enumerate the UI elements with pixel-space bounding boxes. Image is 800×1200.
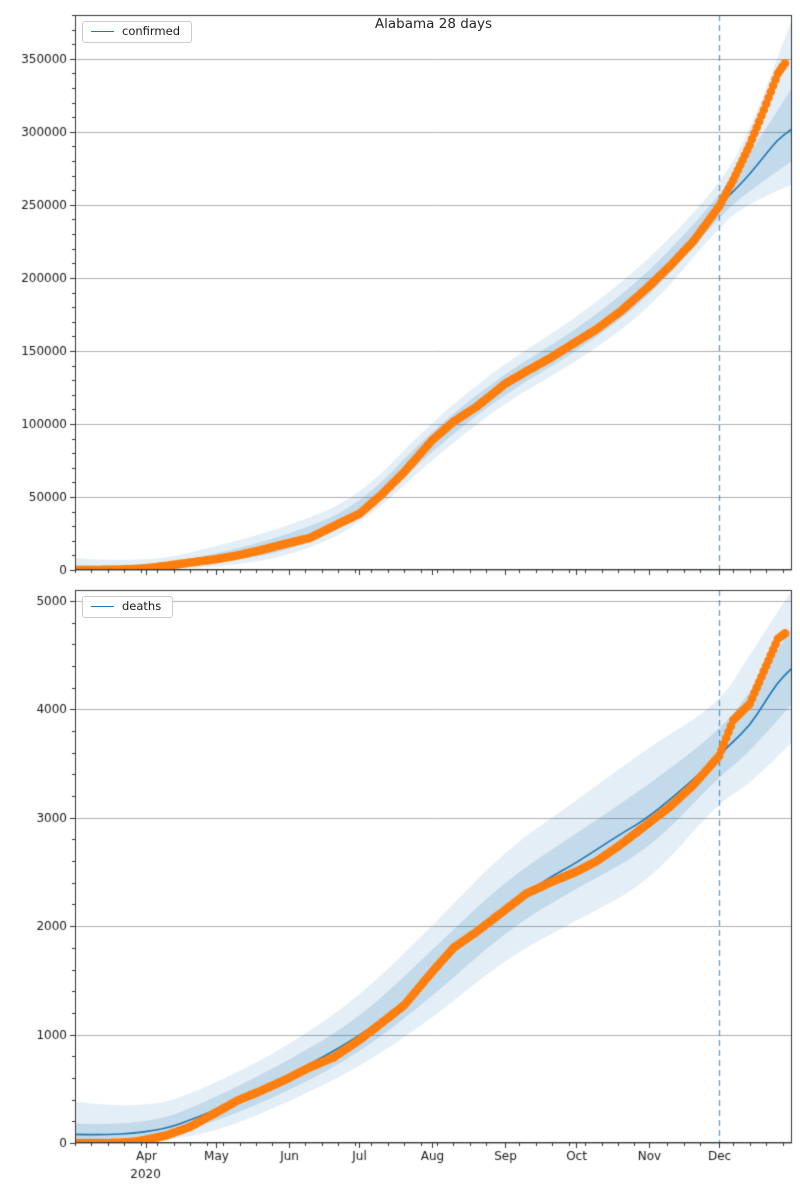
legend-deaths: deaths [82, 596, 174, 618]
legend-confirmed: confirmed [82, 21, 192, 43]
legend-label-deaths: deaths [122, 599, 162, 613]
line-swatch-icon [91, 31, 114, 33]
line-swatch-icon [91, 606, 114, 608]
chart-title: Alabama 28 days [374, 16, 493, 32]
legend-label-confirmed: confirmed [122, 24, 180, 38]
